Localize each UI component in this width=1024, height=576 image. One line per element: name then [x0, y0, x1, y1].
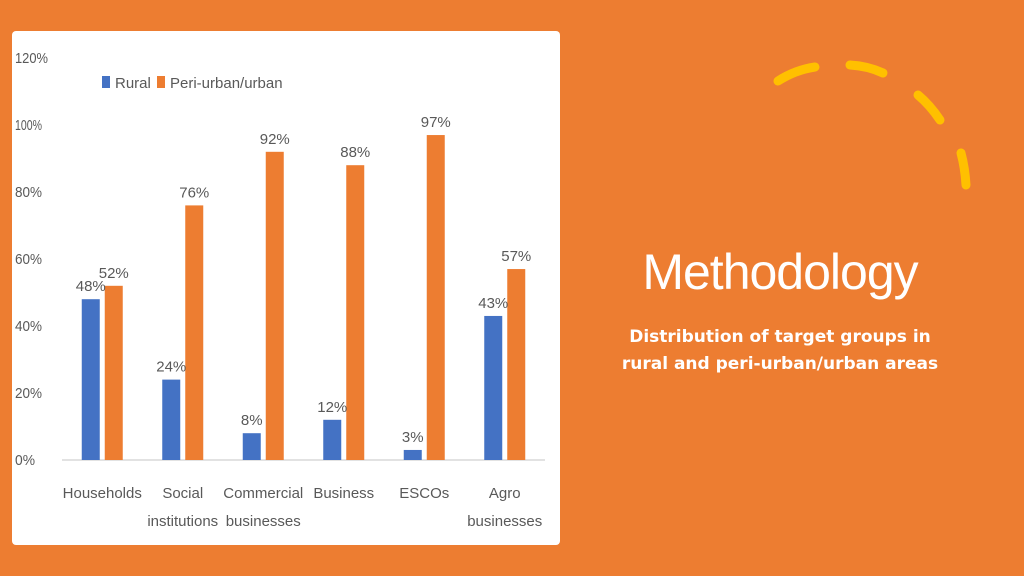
slide-title: Methodology [642, 244, 918, 300]
data-label: 88% [340, 144, 370, 161]
arc-dash [956, 148, 971, 190]
category-label: Agro [489, 485, 521, 502]
data-label: 8% [241, 412, 263, 429]
y-tick-label: 20% [15, 385, 42, 402]
data-label: 97% [421, 114, 451, 131]
y-tick-label: 60% [15, 251, 42, 268]
bar-rural [242, 433, 261, 460]
bar-urban [265, 151, 284, 461]
bar-rural [484, 315, 503, 460]
category-label: businesses [467, 513, 542, 530]
category-labels: Households Social institutions Commercial bu… [63, 485, 543, 530]
data-label: 57% [501, 248, 531, 265]
decorative-arc [773, 60, 971, 190]
bar-rural [403, 449, 422, 460]
y-tick-label: 120% [15, 50, 48, 67]
data-label: 92% [260, 131, 290, 148]
bar-urban [104, 285, 123, 460]
data-labels: 48%52% 24% 76% 8% 92% 12% 88% 3% 97% 43% 57% [76, 114, 532, 446]
bar-urban [346, 165, 365, 460]
y-tick-label: 80% [15, 184, 42, 201]
arc-dash [913, 90, 945, 125]
category-label: businesses [226, 513, 301, 530]
slide-subtitle-line: rural and peri-urban/urban areas [621, 354, 939, 374]
category-label: institutions [147, 513, 218, 530]
slide-subtitle: Distribution of target groups in rural a… [590, 324, 970, 378]
y-tick-label: 40% [15, 318, 42, 335]
category-label: Households [63, 485, 142, 502]
category-label: Commercial [223, 485, 303, 502]
bar-rural [81, 299, 100, 460]
legend-swatch [102, 76, 110, 88]
y-tick-label: 0% [15, 452, 35, 469]
data-label: 48% [76, 278, 106, 295]
y-axis: 0% 20% 40% 60% 80% 100% 120% [15, 50, 48, 469]
data-label: 3% [402, 429, 424, 446]
bar-rural [162, 379, 181, 460]
bar-rural [323, 419, 342, 460]
data-label: 12% [317, 399, 347, 416]
arc-dash [845, 60, 888, 78]
y-tick-label: 100% [15, 117, 42, 134]
data-label: 76% [179, 184, 209, 201]
bars [81, 135, 526, 461]
category-label: Social [162, 485, 203, 502]
category-label: Business [313, 485, 374, 502]
legend-label: Rural [115, 75, 151, 92]
bar-urban [426, 135, 445, 461]
bar-chart: 0% 20% 40% 60% 80% 100% 120% 48%52% 24% 76% 8% 92%… [15, 50, 545, 530]
bar-urban [185, 205, 204, 460]
title-block: Methodology Distribution of target group… [590, 240, 970, 378]
slide-subtitle-line: Distribution of target groups in [629, 327, 931, 347]
data-label: 24% [156, 359, 186, 376]
legend-swatch [157, 76, 165, 88]
arc-dash [773, 62, 820, 86]
data-label: 52% [99, 265, 129, 282]
legend-label: Peri-urban/urban [170, 75, 283, 92]
bar-urban [507, 269, 526, 460]
chart-card: 0% 20% 40% 60% 80% 100% 120% 48% 52% 24% 76% 8% 92%… [12, 31, 560, 545]
category-label: ESCOs [399, 485, 449, 502]
data-label: 43% [478, 295, 508, 312]
legend: Rural Peri-urban/urban [102, 75, 283, 92]
